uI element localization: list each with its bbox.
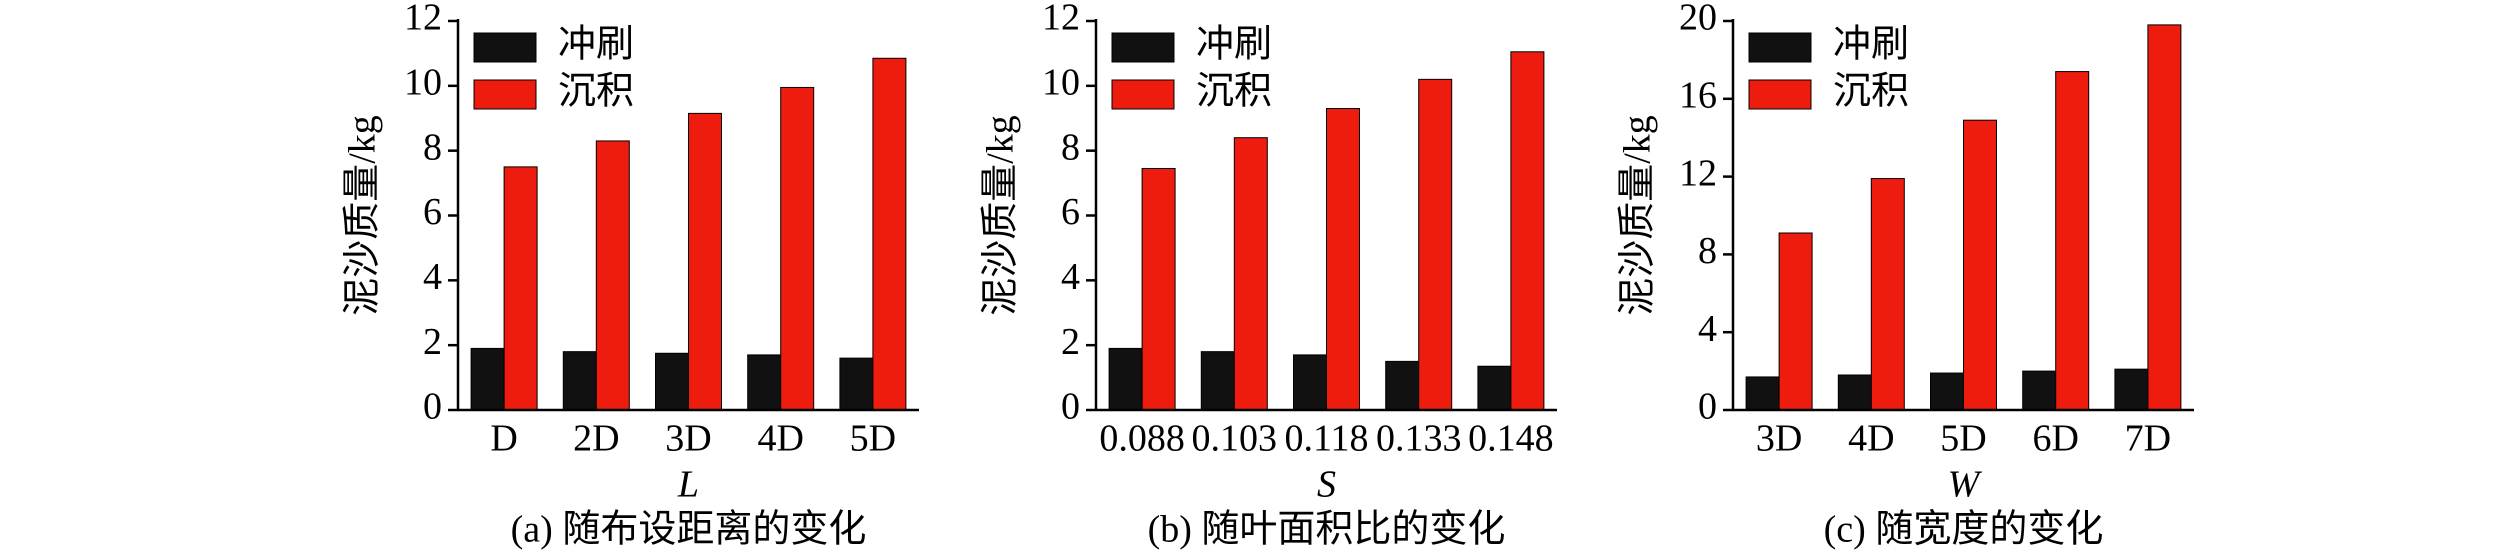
legend-swatch	[1748, 79, 1812, 110]
bar	[1963, 119, 1997, 411]
y-tick-label: 16	[1679, 75, 1717, 117]
y-axis-label: 泥沙质量/kg	[342, 115, 384, 316]
bar	[1200, 351, 1235, 411]
bar	[1930, 372, 1964, 411]
legend-label: 冲刷	[1833, 24, 1909, 66]
bar	[1233, 137, 1268, 411]
y-tick-label: 6	[1061, 191, 1080, 233]
legend-label: 沉积	[1196, 71, 1272, 113]
bar	[1745, 376, 1780, 411]
bar	[688, 112, 722, 411]
x-tick-label: D	[490, 418, 517, 460]
legend-swatch	[1111, 79, 1175, 110]
x-tick-label: 3D	[665, 418, 711, 460]
y-tick-label: 8	[423, 126, 442, 168]
x-tick-label: 0.148	[1468, 418, 1554, 460]
bar	[839, 357, 874, 411]
y-tick-label: 2	[423, 321, 442, 363]
legend-label: 沉积	[558, 71, 634, 113]
bar	[1778, 232, 1813, 411]
x-tick-label: 4D	[1848, 418, 1894, 460]
x-tick-label: 3D	[1756, 418, 1802, 460]
bar	[1418, 78, 1453, 411]
y-tick-label: 10	[1042, 62, 1080, 104]
bar	[872, 57, 907, 411]
x-tick-label: 5D	[850, 418, 896, 460]
legend-label: 冲刷	[558, 24, 634, 66]
y-tick-label: 0	[423, 386, 442, 428]
y-tick-label: 12	[1042, 0, 1080, 39]
caption: (b) 随叶面积比的变化	[1148, 509, 1506, 551]
y-tick-label: 2	[1061, 321, 1080, 363]
y-tick-label: 8	[1061, 126, 1080, 168]
y-tick-label: 4	[1698, 308, 1717, 350]
y-tick-label: 0	[1061, 386, 1080, 428]
bar	[1510, 51, 1545, 411]
bar	[655, 352, 689, 411]
y-axis-label: 泥沙质量/kg	[1617, 115, 1659, 316]
bar	[1141, 167, 1176, 411]
bar	[747, 354, 782, 411]
x-tick-label: 2D	[573, 418, 619, 460]
legend-swatch	[473, 79, 537, 110]
bar	[1870, 178, 1905, 411]
bar	[1837, 374, 1872, 411]
bar	[503, 166, 538, 411]
x-tick-label: 7D	[2125, 418, 2171, 460]
caption: (a) 随布设距离的变化	[511, 509, 867, 551]
y-tick-label: 4	[1061, 256, 1080, 298]
x-tick-label: 5D	[1940, 418, 1986, 460]
x-tick-label: 6D	[2032, 418, 2078, 460]
legend-label: 冲刷	[1196, 24, 1272, 66]
bar	[1108, 347, 1143, 411]
x-tick-label: 0.088	[1099, 418, 1185, 460]
x-axis-label: W	[1948, 464, 1983, 506]
y-tick-label: 10	[404, 62, 442, 104]
bar	[1477, 365, 1512, 411]
bar	[2114, 368, 2149, 411]
y-axis-label: 泥沙质量/kg	[980, 115, 1022, 316]
y-tick-label: 4	[423, 256, 442, 298]
x-axis-label: L	[677, 464, 699, 506]
legend-label: 沉积	[1833, 71, 1909, 113]
y-tick-label: 12	[404, 0, 442, 39]
x-axis-label: S	[1317, 464, 1336, 506]
legend-swatch	[1111, 32, 1175, 63]
y-tick-label: 8	[1698, 230, 1717, 272]
bar	[780, 86, 815, 411]
bar	[1385, 360, 1420, 411]
x-tick-label: 0.133	[1376, 418, 1462, 460]
caption: (c) 随宽度的变化	[1824, 509, 2104, 551]
x-tick-label: 4D	[757, 418, 803, 460]
legend-swatch	[1748, 32, 1812, 63]
bar	[2147, 24, 2182, 411]
y-tick-label: 20	[1679, 0, 1717, 39]
bar	[562, 351, 597, 411]
bar	[595, 140, 630, 411]
bar	[470, 347, 505, 411]
bar	[1293, 354, 1327, 411]
y-tick-label: 0	[1698, 386, 1717, 428]
x-tick-label: 0.103	[1192, 418, 1278, 460]
bar	[2055, 71, 2090, 411]
bar	[1326, 108, 1360, 411]
chart: 0 2 4 6 8 10 12 0.088 0.103 0.118 0.133 0.148 冲刷沉积泥沙…	[980, 0, 1557, 551]
y-tick-label: 12	[1679, 152, 1717, 194]
y-tick-label: 6	[423, 191, 442, 233]
bar	[2022, 370, 2057, 411]
x-tick-label: 0.118	[1284, 418, 1368, 460]
legend-swatch	[473, 32, 537, 63]
